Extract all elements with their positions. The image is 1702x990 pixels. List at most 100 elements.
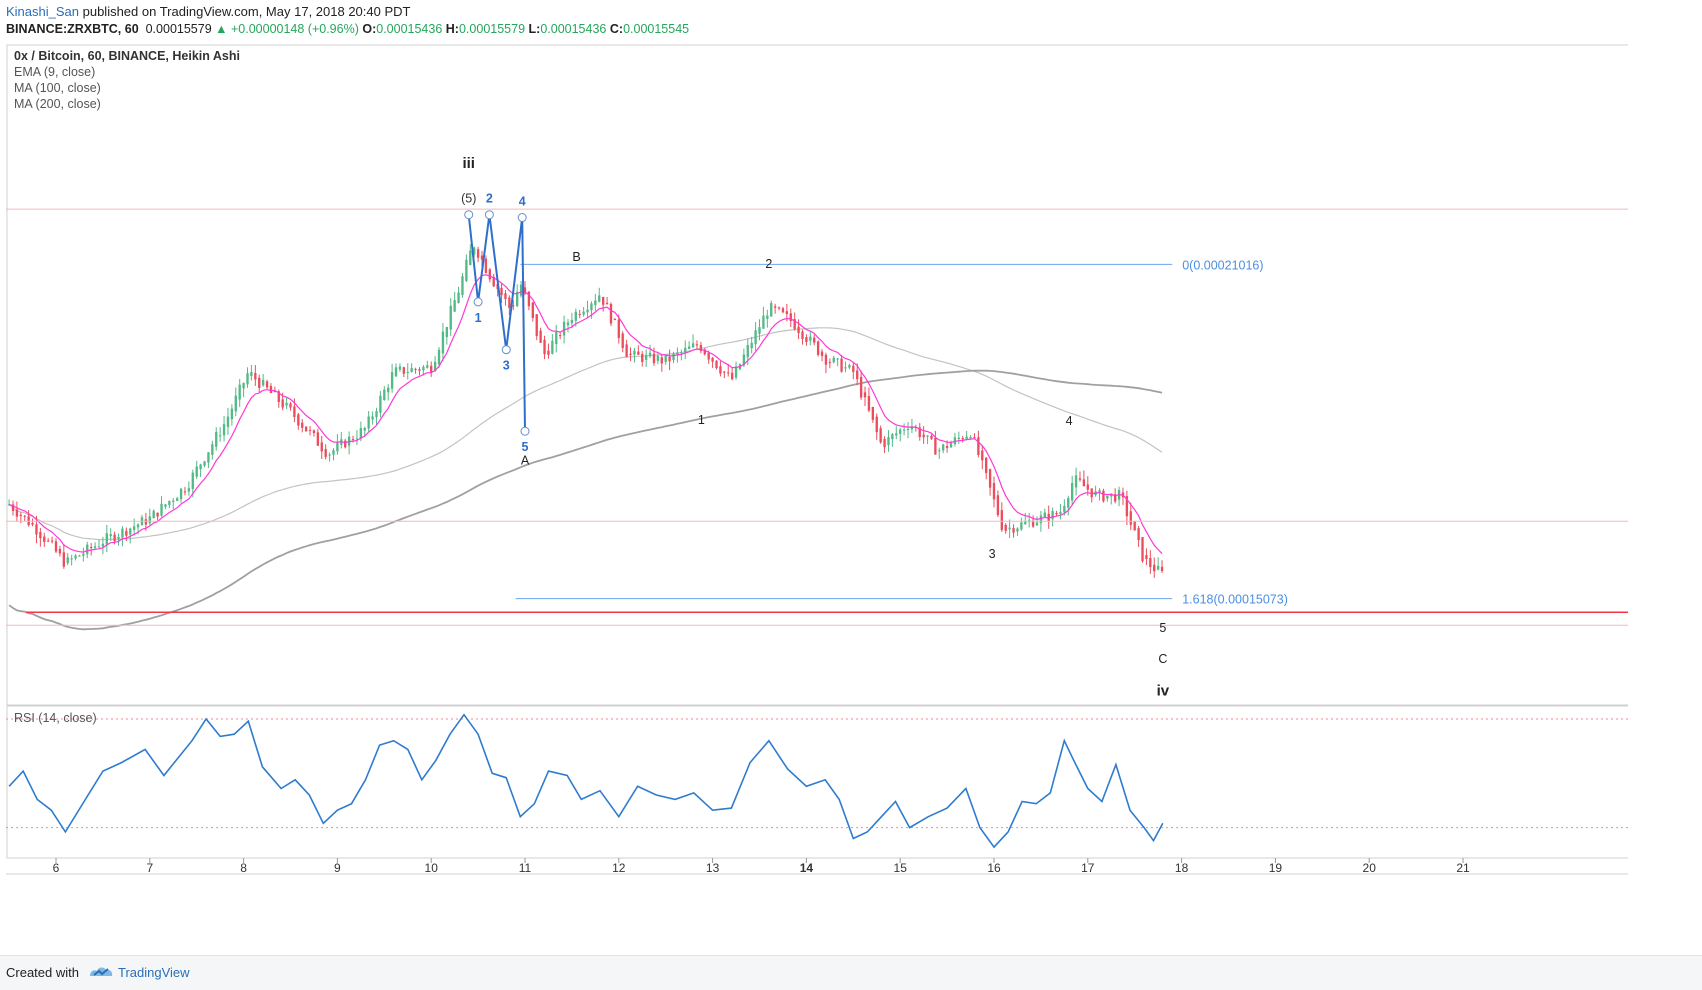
candle-body [562,321,566,336]
candle-body [891,434,894,440]
candle-body [660,357,663,364]
tradingview-link[interactable]: TradingView [118,965,190,980]
candle-body [281,399,284,408]
candle-body [641,354,644,363]
candle-body [555,332,558,345]
candle-body [390,372,394,389]
candle-body [195,466,198,477]
candle-body [942,444,945,451]
chart-svg[interactable]: 0(0.00021016)1.618(0.00015073) (5)12345 … [6,44,1702,954]
candle-body [687,346,691,349]
candle-body [543,339,546,355]
candle-body [547,350,550,355]
candle-body [918,427,921,438]
candle-body [441,331,445,354]
rsi-layer [6,713,1630,849]
candle-body [31,522,34,525]
candle-body [1043,512,1046,518]
candle-body [312,430,316,433]
wave-path [467,214,526,432]
x-tick-label: 20 [1363,861,1377,875]
candle-body [242,383,245,389]
low-label: L: [528,22,541,36]
tradingview-logo-icon[interactable] [88,962,114,982]
candle-body [535,314,538,337]
chart-header: Kinashi_San published on TradingView.com… [0,0,1702,42]
candle-body [707,353,710,360]
wave-label: 3 [503,359,510,373]
wave-annotation: 1 [698,413,705,427]
candle-body [770,302,773,317]
wave-annotation: iv [1157,683,1170,700]
wave-point [501,345,511,355]
candle-body [47,540,50,542]
candle-body [961,438,964,440]
candle-body [977,437,980,455]
candle-body [719,366,722,374]
candle-body [985,457,988,473]
x-tick-label: 9 [334,861,341,875]
candle-body [965,436,968,439]
wave-label: 4 [519,195,526,209]
candle-body [1160,566,1164,572]
candle-body [809,336,812,341]
candle-body [398,366,402,370]
candle-body [617,319,620,339]
legend-title: 0x / Bitcoin, 60, BINANCE, Heikin Ashi [14,49,240,63]
candle-body [1063,505,1066,513]
candle-body [152,510,155,519]
candle-body [1031,520,1035,527]
candle-body [988,469,992,488]
candle-body [1055,512,1058,515]
candle-body [715,360,718,369]
last-price: 0.00015579 [145,22,212,36]
wave-annotation: 4 [1066,414,1073,428]
x-tick-label: 10 [425,861,439,875]
candle-body [129,528,132,535]
candle-body [422,366,425,371]
candle-body [90,547,93,549]
candle-body [1082,479,1086,487]
candle-body [1086,484,1089,490]
candle-body [519,284,523,296]
candle-body [191,472,194,490]
candle-body [570,320,574,324]
candle-body [62,552,65,567]
x-tick-label: 6 [53,861,60,875]
candle-body [539,330,542,343]
candle-body [406,371,409,373]
candle-body [664,355,667,362]
candle-body [1074,475,1078,488]
candle-body [656,356,660,361]
candle-body [238,384,241,400]
candle-body [875,416,878,433]
candle-body [465,259,468,281]
candle-body [277,391,280,402]
candle-body [168,500,171,505]
wave-point [484,210,494,220]
candle-body [1020,522,1023,530]
author-link[interactable]: Kinashi_San [6,4,79,19]
axes: 67891011121314151617181920210.000245000.… [6,63,1694,875]
candle-body [355,438,359,440]
candle-body [754,330,757,345]
candle-body [54,541,58,552]
candle-body [285,402,288,406]
legend-ema: EMA (9, close) [14,65,95,79]
candle-body [488,269,491,280]
candle-body [973,437,976,439]
candle-body [1145,555,1148,560]
candle-body [367,416,370,429]
candle-body [832,357,835,363]
candle-body [867,396,871,411]
candle-body [648,352,652,357]
candle-body [82,553,85,556]
wave-annotation: 3 [989,547,996,561]
candle-body [1102,490,1105,502]
high-value: 0.00015579 [458,22,526,36]
candle-body [70,558,73,560]
candle-body [58,548,62,554]
wave-annotation: 2 [765,257,772,271]
wave-label: 5 [522,440,529,454]
candle-body [676,352,679,356]
